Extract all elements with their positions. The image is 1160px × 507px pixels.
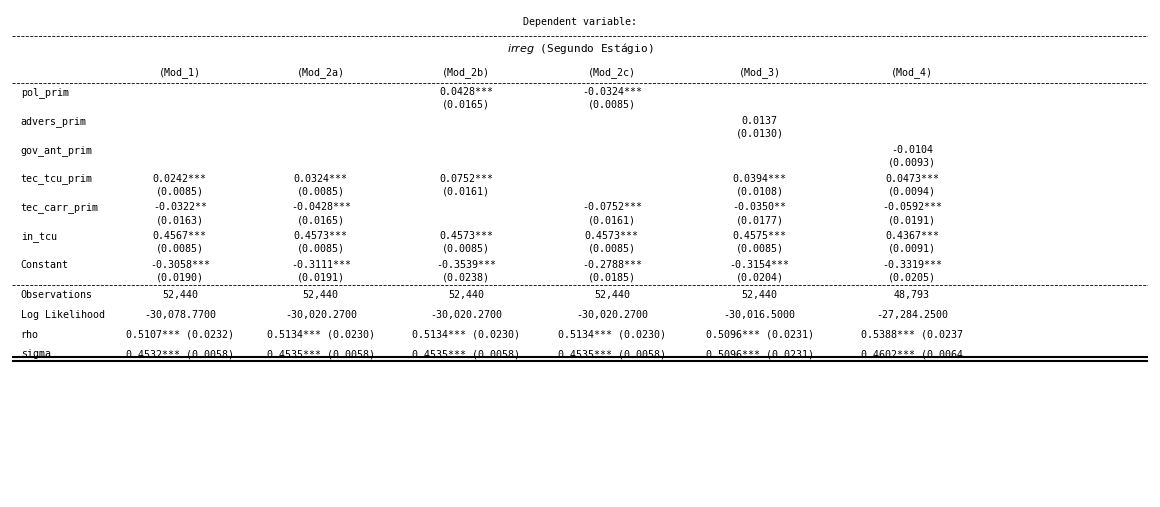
Text: 0.0324***
(0.0085): 0.0324*** (0.0085) — [293, 173, 348, 196]
Text: 0.4573***
(0.0085): 0.4573*** (0.0085) — [585, 231, 639, 254]
Text: Log Likelihood: Log Likelihood — [21, 310, 104, 319]
Text: 0.5107*** (0.0232): 0.5107*** (0.0232) — [125, 330, 234, 340]
Text: Dependent variable:: Dependent variable: — [523, 17, 637, 27]
Text: 0.4602*** (0.0064: 0.4602*** (0.0064 — [861, 349, 963, 359]
Text: tec_tcu_prim: tec_tcu_prim — [21, 173, 93, 185]
Text: 0.5134*** (0.0230): 0.5134*** (0.0230) — [558, 330, 666, 340]
Text: -30,020.2700: -30,020.2700 — [575, 310, 647, 319]
Text: 0.5134*** (0.0230): 0.5134*** (0.0230) — [267, 330, 375, 340]
Text: (Mod_2a): (Mod_2a) — [297, 67, 345, 78]
Text: (Mod_2b): (Mod_2b) — [442, 67, 491, 78]
Text: 0.5134*** (0.0230): 0.5134*** (0.0230) — [412, 330, 521, 340]
Text: 52,440: 52,440 — [594, 290, 630, 300]
Text: -0.3154***
(0.0204): -0.3154*** (0.0204) — [730, 260, 790, 283]
Text: 52,440: 52,440 — [303, 290, 339, 300]
Text: 0.5388*** (0.0237: 0.5388*** (0.0237 — [861, 330, 963, 340]
Text: (Mod_3): (Mod_3) — [739, 67, 781, 78]
Text: Constant: Constant — [21, 260, 68, 270]
Text: -0.3539***
(0.0238): -0.3539*** (0.0238) — [436, 260, 496, 283]
Text: -0.0428***
(0.0165): -0.0428*** (0.0165) — [291, 202, 350, 225]
Text: -0.0322**
(0.0163): -0.0322** (0.0163) — [153, 202, 206, 225]
Text: 0.5096*** (0.0231): 0.5096*** (0.0231) — [705, 349, 813, 359]
Text: tec_carr_prim: tec_carr_prim — [21, 202, 99, 213]
Text: 0.0242***
(0.0085): 0.0242*** (0.0085) — [153, 173, 206, 196]
Text: in_tcu: in_tcu — [21, 231, 57, 242]
Text: rho: rho — [21, 330, 38, 340]
Text: 0.5096*** (0.0231): 0.5096*** (0.0231) — [705, 330, 813, 340]
Text: -27,284.2500: -27,284.2500 — [876, 310, 948, 319]
Text: 0.4535*** (0.0058): 0.4535*** (0.0058) — [267, 349, 375, 359]
Text: pol_prim: pol_prim — [21, 87, 68, 98]
Text: 0.0394***
(0.0108): 0.0394*** (0.0108) — [733, 173, 786, 196]
Text: -30,020.2700: -30,020.2700 — [285, 310, 357, 319]
Text: sigma: sigma — [21, 349, 51, 359]
Text: 0.0137
(0.0130): 0.0137 (0.0130) — [735, 116, 784, 139]
Text: -0.3319***
(0.0205): -0.3319*** (0.0205) — [882, 260, 942, 283]
Text: 0.4532*** (0.0058): 0.4532*** (0.0058) — [125, 349, 234, 359]
Text: 0.0752***
(0.0161): 0.0752*** (0.0161) — [440, 173, 493, 196]
Text: -0.3111***
(0.0191): -0.3111*** (0.0191) — [291, 260, 350, 283]
Text: 0.4535*** (0.0058): 0.4535*** (0.0058) — [412, 349, 521, 359]
Text: 0.4367***
(0.0091): 0.4367*** (0.0091) — [885, 231, 938, 254]
Text: -0.0104
(0.0093): -0.0104 (0.0093) — [887, 144, 936, 167]
Text: -0.0752***
(0.0161): -0.0752*** (0.0161) — [582, 202, 641, 225]
Text: 52,440: 52,440 — [741, 290, 777, 300]
Text: (Mod_1): (Mod_1) — [159, 67, 201, 78]
Text: 48,793: 48,793 — [894, 290, 930, 300]
Text: -30,078.7700: -30,078.7700 — [144, 310, 216, 319]
Text: advers_prim: advers_prim — [21, 116, 87, 127]
Text: 52,440: 52,440 — [162, 290, 198, 300]
Text: -30,016.5000: -30,016.5000 — [724, 310, 796, 319]
Text: (Mod_4): (Mod_4) — [891, 67, 933, 78]
Text: 0.4535*** (0.0058): 0.4535*** (0.0058) — [558, 349, 666, 359]
Text: 0.4567***
(0.0085): 0.4567*** (0.0085) — [153, 231, 206, 254]
Text: -0.0324***
(0.0085): -0.0324*** (0.0085) — [582, 87, 641, 110]
Text: gov_ant_prim: gov_ant_prim — [21, 144, 93, 156]
Text: -0.2788***
(0.0185): -0.2788*** (0.0185) — [582, 260, 641, 283]
Text: 0.4573***
(0.0085): 0.4573*** (0.0085) — [293, 231, 348, 254]
Text: -30,020.2700: -30,020.2700 — [430, 310, 502, 319]
Text: (Mod_2c): (Mod_2c) — [588, 67, 636, 78]
Text: 52,440: 52,440 — [448, 290, 485, 300]
Text: 0.0473***
(0.0094): 0.0473*** (0.0094) — [885, 173, 938, 196]
Text: Observations: Observations — [21, 290, 93, 300]
Text: 0.0428***
(0.0165): 0.0428*** (0.0165) — [440, 87, 493, 110]
Text: -0.0592***
(0.0191): -0.0592*** (0.0191) — [882, 202, 942, 225]
Text: 0.4575***
(0.0085): 0.4575*** (0.0085) — [733, 231, 786, 254]
Text: $\mathit{irreg}$ (Segundo Estágio): $\mathit{irreg}$ (Segundo Estágio) — [507, 42, 653, 56]
Text: -0.3058***
(0.0190): -0.3058*** (0.0190) — [150, 260, 210, 283]
Text: 0.4573***
(0.0085): 0.4573*** (0.0085) — [440, 231, 493, 254]
Text: -0.0350**
(0.0177): -0.0350** (0.0177) — [733, 202, 786, 225]
